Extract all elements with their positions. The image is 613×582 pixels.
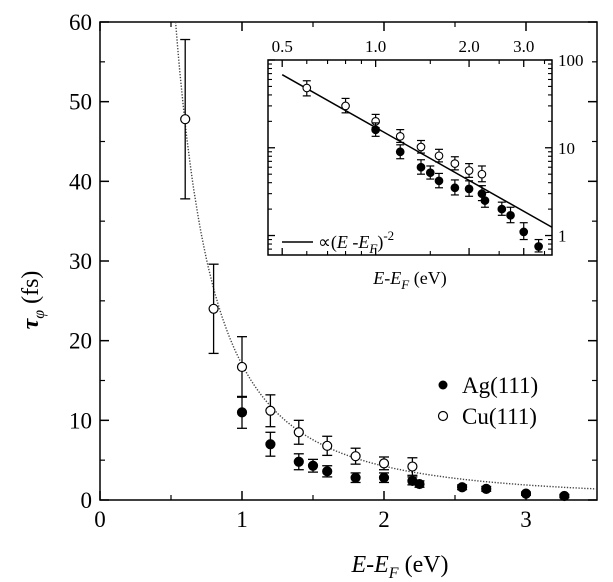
data-point-ag xyxy=(520,488,532,499)
inset-data-point-cu xyxy=(302,83,312,93)
data-point-ag xyxy=(265,439,276,450)
legend-label-cu: Cu(111) xyxy=(462,404,537,429)
data-point-cu xyxy=(236,361,248,373)
inset-legend-label: ∝(E -EF)-2 xyxy=(318,228,394,256)
x-tick-label: 3 xyxy=(520,507,532,532)
data-point-ag xyxy=(481,483,492,494)
inset-data-point-ag xyxy=(506,210,515,220)
inset-y-tick-label: 10 xyxy=(558,139,575,158)
inset-y-tick-label: 100 xyxy=(558,51,584,70)
data-point-cu xyxy=(378,458,390,469)
data-point-ag xyxy=(457,482,468,493)
y-tick-label: 0 xyxy=(81,488,93,513)
inset-data-point-cu xyxy=(341,101,350,111)
y-tick-label: 30 xyxy=(69,249,92,274)
inset-data-point-ag xyxy=(450,183,460,193)
inset-data-point-ag xyxy=(464,184,474,194)
inset-data-point-ag xyxy=(519,227,529,237)
inset-x-axis-label: E-EF (eV) xyxy=(372,268,446,292)
inset-legend: ∝(E -EF)-2 xyxy=(282,228,394,256)
legend-label-ag: Ag(111) xyxy=(462,373,538,398)
inset-data-point-ag xyxy=(534,242,543,251)
data-point-cu xyxy=(407,461,418,472)
inset-y-tick-label: 1 xyxy=(558,227,567,246)
inset-data-point-ag xyxy=(497,204,507,214)
inset-data-point-cu xyxy=(464,166,474,175)
inset-plot: 0.5 1.0 2.0 3.0 1 10 100 E-EF (eV) ∝(E -EF)-2 xyxy=(267,37,584,292)
y-tick-label: 20 xyxy=(69,329,92,354)
legend-marker-cu xyxy=(437,410,449,422)
data-point-ag xyxy=(293,456,304,467)
data-point-cu xyxy=(180,114,191,125)
inset-x-tick-label: 0.5 xyxy=(272,37,293,56)
inset-data-point-cu xyxy=(450,159,460,168)
data-point-ag xyxy=(322,466,333,477)
inset-data-point-ag xyxy=(371,125,380,135)
data-point-cu xyxy=(208,303,219,314)
inset-x-tick-label: 1.0 xyxy=(365,37,386,56)
inset-data-point-ag xyxy=(425,168,435,178)
inset-data-point-cu xyxy=(395,131,405,141)
x-tick-label: 1 xyxy=(236,507,248,532)
data-point-cu xyxy=(322,440,333,451)
x-tick-label: 2 xyxy=(378,507,390,532)
main-x-axis-label: E-EF (eV) xyxy=(350,552,448,582)
inset-data-point-cu xyxy=(416,142,426,152)
main-legend: Ag(111) Cu(111) xyxy=(437,373,538,429)
data-point-ag xyxy=(414,478,425,490)
inset-fit-line xyxy=(281,74,553,228)
inset-data-point-cu xyxy=(434,151,444,161)
legend-marker-ag xyxy=(438,380,448,390)
data-point-ag xyxy=(350,472,361,483)
inset-x-tick-label: 3.0 xyxy=(513,37,534,56)
x-tick-label: 0 xyxy=(94,507,106,532)
inset-fit-line-segment xyxy=(281,74,553,228)
data-point-ag xyxy=(559,490,570,502)
data-point-cu xyxy=(293,427,304,438)
y-tick-label: 40 xyxy=(69,169,92,194)
y-tick-label: 60 xyxy=(69,10,92,35)
inset-data-point-ag xyxy=(434,176,444,186)
inset-data-point-ag xyxy=(395,147,405,157)
data-point-ag xyxy=(307,460,319,471)
main-data-points xyxy=(180,38,570,502)
inset-data-point-cu xyxy=(477,169,487,179)
data-point-cu xyxy=(265,405,276,416)
data-point-ag xyxy=(236,407,248,418)
inset-data-points xyxy=(302,80,543,253)
inset-x-tick-label: 2.0 xyxy=(458,37,479,56)
data-point-cu xyxy=(350,451,361,462)
inset-axis-ticks: 0.5 1.0 2.0 3.0 1 10 100 xyxy=(268,37,584,255)
main-y-axis-label: τφ (fs) xyxy=(18,271,48,330)
inset-data-point-ag xyxy=(477,189,487,199)
inset-data-point-ag xyxy=(480,196,490,205)
inset-data-point-ag xyxy=(416,162,426,172)
y-tick-label: 50 xyxy=(69,90,92,115)
data-point-ag xyxy=(378,472,390,483)
y-tick-label: 10 xyxy=(69,408,92,433)
inset-plot-frame xyxy=(267,59,553,256)
